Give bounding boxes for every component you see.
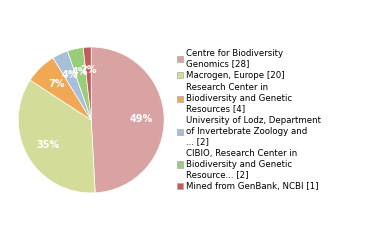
- Legend: Centre for Biodiversity
Genomics [28], Macrogen, Europe [20], Research Center in: Centre for Biodiversity Genomics [28], M…: [177, 49, 321, 191]
- Text: 4%: 4%: [72, 66, 89, 77]
- Wedge shape: [18, 80, 95, 193]
- Text: 49%: 49%: [129, 114, 152, 124]
- Text: 2%: 2%: [80, 66, 97, 75]
- Wedge shape: [30, 58, 91, 120]
- Wedge shape: [53, 51, 91, 120]
- Text: 4%: 4%: [62, 70, 78, 80]
- Wedge shape: [68, 48, 91, 120]
- Text: 35%: 35%: [36, 140, 60, 150]
- Wedge shape: [91, 47, 164, 193]
- Wedge shape: [83, 47, 91, 120]
- Text: 7%: 7%: [48, 79, 65, 90]
